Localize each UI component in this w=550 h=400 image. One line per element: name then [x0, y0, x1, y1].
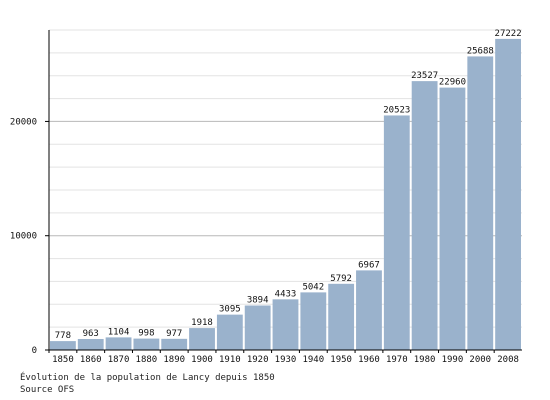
data-label-1930: 4433	[275, 289, 297, 299]
x-tick-label: 2000	[469, 355, 491, 365]
x-tick-label: 1860	[80, 355, 102, 365]
data-label-2008: 27222	[495, 29, 522, 39]
x-tick-label: 1990	[442, 355, 464, 365]
chart-caption: Évolution de la population de Lancy depu…	[20, 373, 275, 383]
bar-1980	[411, 81, 438, 351]
bar-1950	[328, 283, 355, 350]
data-label-1970: 20523	[383, 105, 410, 115]
data-label-1900: 1918	[191, 318, 213, 328]
x-tick-label: 2008	[497, 355, 519, 365]
data-label-1860: 963	[83, 329, 99, 339]
x-tick-label: 1890	[163, 355, 185, 365]
bar-1890	[161, 338, 188, 350]
bar-1910	[216, 314, 243, 350]
data-label-1870: 1104	[108, 327, 130, 337]
data-label-1990: 22960	[439, 78, 466, 88]
x-tick-label: 1920	[247, 355, 269, 365]
bar-2000	[467, 56, 494, 351]
x-tick-label: 1910	[219, 355, 241, 365]
bar-1960	[356, 270, 382, 350]
x-tick-label: 1950	[330, 355, 352, 365]
x-tick-label: 1930	[275, 355, 297, 365]
data-label-1910: 3095	[219, 305, 241, 315]
data-label-1890: 977	[166, 329, 182, 339]
x-tick-labels: 1850 1860 1870 1880 1890 1900 1910 1920 1930 1940…	[52, 355, 519, 365]
data-labels: 778 963 1104 998 977 1918 3095 3894 4433 5042 5792…	[55, 29, 522, 341]
data-label-1920: 3894	[247, 295, 269, 305]
y-tick-labels: 0 10000 20000	[10, 117, 37, 356]
bars	[50, 38, 521, 351]
bar-1990	[439, 87, 466, 350]
y-tick-label: 10000	[10, 232, 37, 242]
data-label-1850: 778	[55, 331, 71, 341]
x-tick-label: 1870	[108, 355, 130, 365]
y-tick-label: 0	[32, 346, 37, 356]
bar-1870	[105, 337, 132, 350]
x-tick-label: 1900	[191, 355, 213, 365]
data-label-1960: 6967	[358, 260, 380, 270]
y-tick-label: 20000	[10, 117, 37, 127]
x-tick-label: 1970	[386, 355, 408, 365]
x-tick-label: 1980	[414, 355, 436, 365]
source-note: Source OFS	[20, 385, 75, 395]
bar-1850	[50, 341, 76, 350]
data-label-1880: 998	[138, 329, 154, 339]
x-tick-label: 1940	[302, 355, 324, 365]
data-label-1940: 5042	[302, 282, 324, 292]
x-tick-label: 1880	[136, 355, 158, 365]
bar-1880	[133, 338, 160, 350]
gridlines	[49, 29, 522, 328]
data-label-2000: 25688	[467, 46, 494, 56]
bar-2008	[495, 38, 521, 351]
data-label-1980: 23527	[411, 71, 438, 81]
data-label-1950: 5792	[330, 274, 352, 284]
bar-1940	[300, 292, 327, 350]
bar-1930	[272, 299, 299, 350]
x-tick-label: 1960	[358, 355, 380, 365]
axes	[45, 30, 522, 353]
x-tick-label: 1850	[52, 355, 74, 365]
bar-1860	[77, 338, 104, 350]
population-bar-chart: 778 963 1104 998 977 1918 3095 3894 4433 5042 5792…	[10, 29, 522, 365]
bar-1970	[383, 115, 410, 350]
bar-1900	[189, 328, 215, 350]
bar-1920	[244, 305, 271, 350]
